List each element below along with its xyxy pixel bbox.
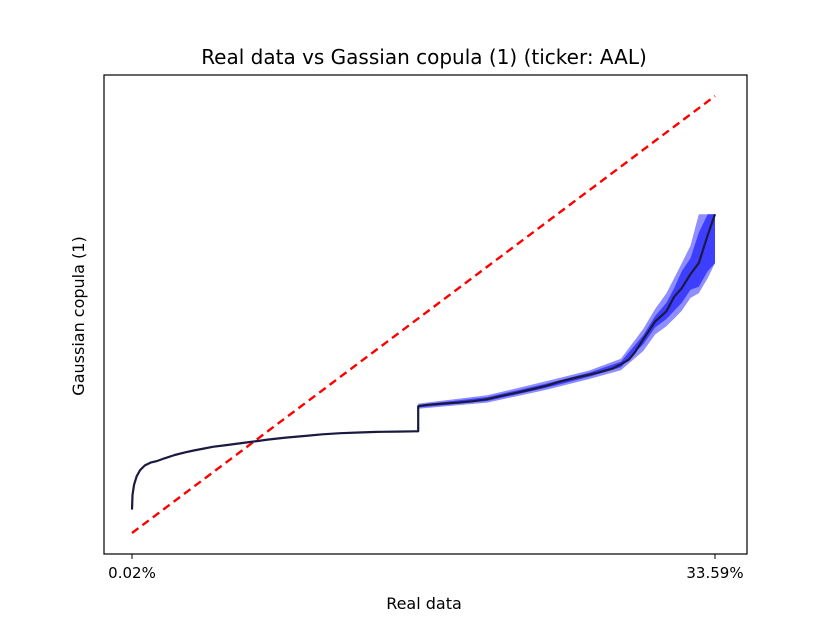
confidence-band — [418, 214, 715, 409]
chart-title: Real data vs Gassian copula (1) (ticker:… — [201, 45, 647, 69]
x-tick-label: 33.59% — [686, 564, 743, 582]
y-axis-label: Gaussian copula (1) — [69, 236, 88, 395]
x-ticks: 0.02% 33.59% — [108, 554, 744, 582]
x-axis-label: Real data — [386, 594, 462, 613]
x-tick-label: 0.02% — [108, 564, 156, 582]
axes-frame — [103, 74, 748, 555]
plot-area — [130, 95, 717, 534]
reference-line — [131, 95, 716, 534]
qq-line-layer — [130, 213, 717, 510]
confidence-band-outer — [418, 214, 715, 409]
reference-line-layer — [131, 95, 716, 534]
qq-line — [130, 213, 717, 510]
